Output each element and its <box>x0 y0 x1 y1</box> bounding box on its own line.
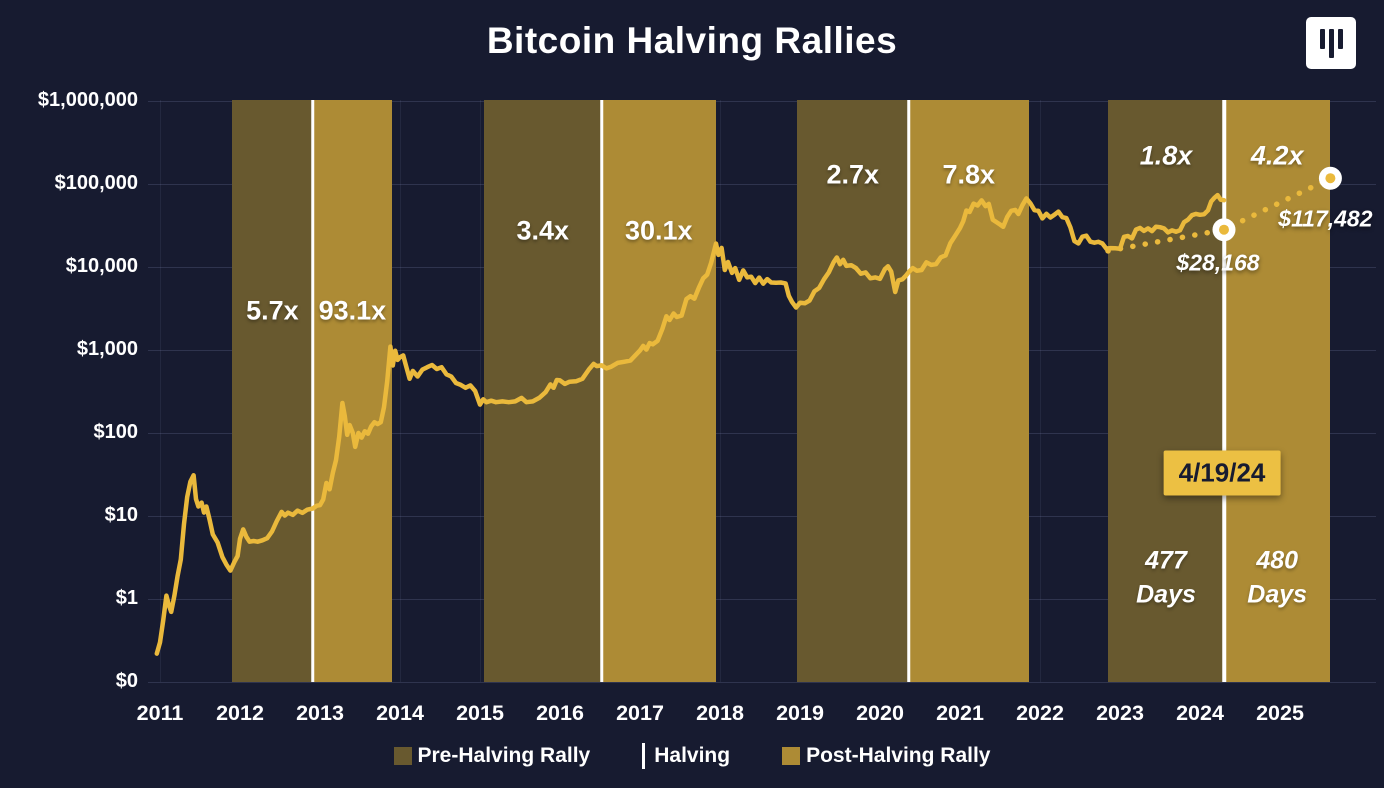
post-halving-band <box>312 100 392 682</box>
logo-bar-middle <box>1328 29 1334 58</box>
y-axis-tick-label: $100 <box>93 421 139 444</box>
y-axis-tick-label: $1 <box>115 587 138 610</box>
x-axis-tick-label: 2022 <box>1016 701 1064 725</box>
y-axis-tick-label: $100,000 <box>54 172 138 195</box>
post-rally-multiple-label: 93.1x <box>318 295 387 326</box>
x-axis-tick-label: 2020 <box>856 701 904 725</box>
x-axis-tick-label: 2011 <box>136 701 184 725</box>
pre-rally-multiple-label: 2.7x <box>826 159 880 190</box>
x-gridline <box>720 100 721 682</box>
x-axis-tick-label: 2021 <box>936 701 984 725</box>
y-axis-tick-label: $0 <box>115 670 138 693</box>
x-axis-tick-label: 2024 <box>1176 701 1224 725</box>
halving-date-badge: 4/19/24 <box>1163 450 1281 496</box>
x-axis-tick-label: 2013 <box>296 701 344 725</box>
pre-rally-multiple-label: 5.7x <box>246 295 299 326</box>
x-axis-tick-label: 2016 <box>536 701 584 725</box>
x-gridline <box>1040 100 1041 682</box>
halving-line <box>1222 100 1226 682</box>
pre-halving-band <box>232 100 313 682</box>
post-rally-multiple-label: 30.1x <box>625 215 693 246</box>
legend-halving-label: Halving <box>654 744 731 767</box>
y-axis-tick-label: $10,000 <box>65 255 138 278</box>
x-gridline <box>400 100 401 682</box>
page-title: Bitcoin Halving Rallies <box>486 20 898 61</box>
post-rally-multiple-label: 4.2x <box>1250 140 1304 171</box>
legend-item-pre-halving: Pre-Halving Rally <box>393 744 591 768</box>
y-gridline <box>148 101 1376 102</box>
pre-halving-days-label: 477 Days <box>1136 546 1196 608</box>
post-halving-days-label: 480 Days <box>1247 546 1308 608</box>
halving-line <box>599 100 604 682</box>
x-axis-tick-label: 2023 <box>1096 701 1144 725</box>
halving-line <box>907 100 911 682</box>
logo-bar-right <box>1337 29 1343 49</box>
y-gridline <box>148 682 1376 683</box>
projected-price-label: $117,482 <box>1278 205 1373 232</box>
post-halving-band <box>601 100 716 682</box>
y-axis-tick-label: $10 <box>104 504 138 527</box>
post-rally-multiple-label: 7.8x <box>942 159 996 190</box>
legend: Pre-Halving Rally Halving Post-Halving R… <box>0 743 1384 769</box>
x-axis-tick-label: 2018 <box>696 701 744 725</box>
y-axis-tick-label: $1,000 <box>76 338 138 361</box>
x-axis-tick-label: 2017 <box>616 701 664 725</box>
y-axis-tick-label: $1,000,000 <box>37 89 138 112</box>
x-gridline <box>160 100 161 682</box>
halving-line <box>311 100 315 682</box>
halving-bar-icon <box>642 743 646 769</box>
pre-halving-swatch-icon <box>393 747 412 765</box>
trident-logo-icon <box>1306 17 1356 69</box>
pre-rally-multiple-label: 1.8x <box>1139 140 1193 171</box>
x-axis-tick-label: 2015 <box>456 701 504 725</box>
post-halving-swatch-icon <box>782 747 801 765</box>
x-axis-tick-label: 2012 <box>216 701 264 725</box>
legend-item-post-halving: Post-Halving Rally <box>782 744 990 768</box>
x-gridline <box>480 100 481 682</box>
legend-post-halving-label: Post-Halving Rally <box>806 744 991 767</box>
price-at-halving-label: $28,168 <box>1176 249 1260 276</box>
legend-item-halving: Halving <box>642 743 730 769</box>
x-axis-tick-label: 2019 <box>776 701 824 725</box>
legend-pre-halving-label: Pre-Halving Rally <box>417 744 591 767</box>
y-gridline <box>148 184 1376 185</box>
pre-halving-band <box>484 100 602 682</box>
pre-rally-multiple-label: 3.4x <box>516 215 570 246</box>
logo-bar-left <box>1319 29 1325 49</box>
x-axis-tick-label: 2025 <box>1256 701 1304 725</box>
x-axis-tick-label: 2014 <box>376 701 424 725</box>
